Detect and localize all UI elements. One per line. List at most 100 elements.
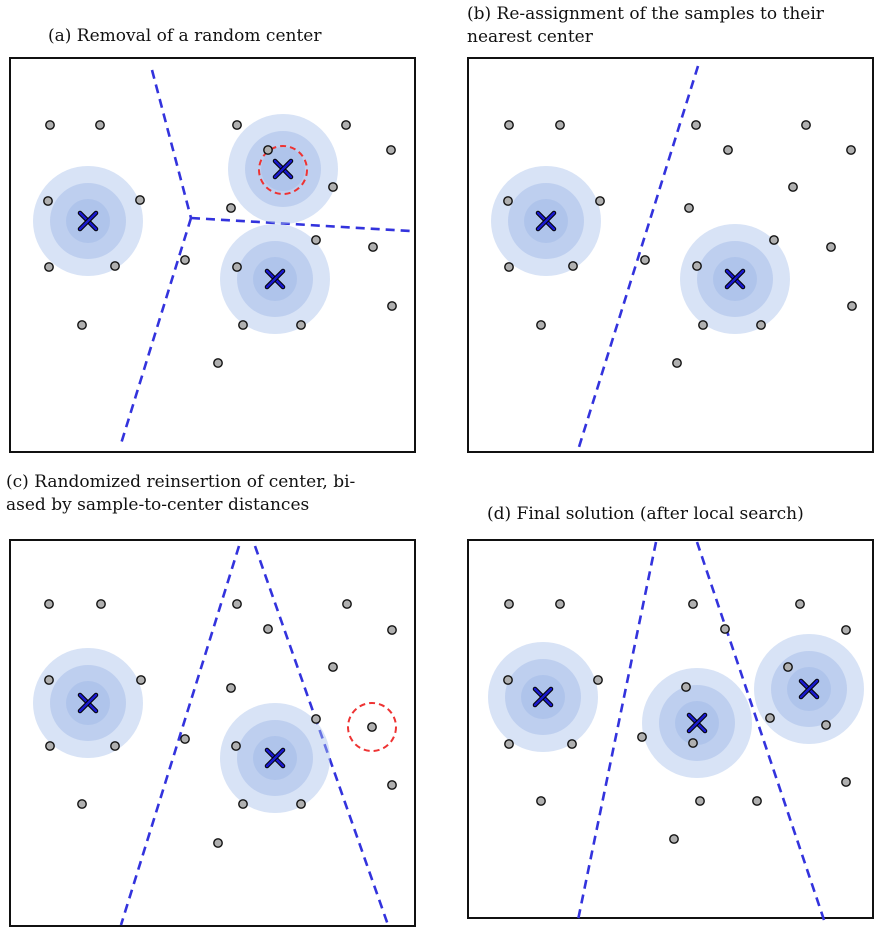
panel-a-cluster-boundary [190,216,411,233]
panel-b-sample-circle-dot-icon [672,358,682,368]
panel-b-sample-circle-dot-icon [847,301,857,311]
panel-d-sample-circle-dot-icon [695,796,705,806]
panel-b-sample-circle-dot-icon [504,262,514,272]
panel-a-sample-circle-dot-icon [180,255,190,265]
panel-a-sample-circle-dot-icon [44,262,54,272]
panel-d-sample-circle-dot-icon [783,662,793,672]
panel-c-sample-circle-dot-icon [232,599,242,609]
panel-c-sample-circle-dot-icon [45,741,55,751]
panel-a-sample-circle-dot-icon [77,320,87,330]
panel-d-cluster-boundary [576,541,658,921]
panel-d-cluster-boundary [695,541,826,921]
panel-b-sample-circle-dot-icon [826,242,836,252]
panel-b-sample-circle-dot-icon [536,320,546,330]
panel-a-sample-circle-dot-icon [341,120,351,130]
panel-c-sample-circle-dot-icon [387,780,397,790]
panel-b-sample-circle-dot-icon [568,261,578,271]
panel-a-sample-circle-dot-icon [226,203,236,213]
panel-c-sample-circle-dot-icon [44,599,54,609]
panel-b-sample-circle-dot-icon [504,120,514,130]
panel-c-caption-line-1: (c) Randomized reinsertion of center, bi… [6,472,356,492]
panel-c-sample-circle-dot-icon [110,741,120,751]
panel-c-sample-circle-dot-icon [238,799,248,809]
panel-c-caption-line-2: ased by sample-to-center distances [6,495,310,515]
panel-d-sample-circle-dot-icon [555,599,565,609]
panel-a-sample-circle-dot-icon [45,120,55,130]
panel-a-sample-circle-dot-icon [311,235,321,245]
panel-b-x-cross-icon [535,210,557,232]
panel-a-sample-circle-dot-icon [213,358,223,368]
panel-a-caption: (a) Removal of a random center [48,26,322,46]
panel-b-x-cross-icon [724,268,746,290]
panel-a-sample-circle-dot-icon [328,182,338,192]
panel-c-sample-circle-dot-icon [136,675,146,685]
panel-d-sample-circle-dot-icon [504,599,514,609]
panel-b-sample-circle-dot-icon [723,145,733,155]
panel-d-sample-circle-dot-icon [720,624,730,634]
panel-a-sample-circle-dot-icon [263,145,273,155]
panel-d-sample-circle-dot-icon [841,777,851,787]
panel-c-sample-circle-dot-icon [367,722,377,732]
panel-b-cluster-boundary [577,65,700,448]
panel-c-sample-circle-dot-icon [296,799,306,809]
panel-c-cluster-boundary [253,545,390,926]
panel-b-sample-circle-dot-icon [595,196,605,206]
panel-c-cluster-boundary [119,545,241,926]
panel-c-sample-circle-dot-icon [226,683,236,693]
panel-b-sample-circle-dot-icon [756,320,766,330]
panel-b-sample-circle-dot-icon [788,182,798,192]
panel-c-sample-circle-dot-icon [180,734,190,744]
panel-a-removed-center-dashed-circle-icon [258,145,308,195]
panel-d-x-cross-icon [532,686,554,708]
panel-b-caption-line-2: nearest center [467,27,593,47]
panel-b-sample-circle-dot-icon [503,196,513,206]
panel-b-sample-circle-dot-icon [698,320,708,330]
panel-a-sample-circle-dot-icon [110,261,120,271]
panel-a-sample-circle-dot-icon [387,301,397,311]
panel-d-sample-circle-dot-icon [637,732,647,742]
panel-d-x-cross-icon [798,678,820,700]
panel-c-sample-circle-dot-icon [231,741,241,751]
panel-c-sample-circle-dot-icon [96,599,106,609]
panel-a-sample-circle-dot-icon [43,196,53,206]
panel-d-sample-circle-dot-icon [765,713,775,723]
panel-d-sample-circle-dot-icon [795,599,805,609]
panel-b-sample-circle-dot-icon [684,203,694,213]
panel-c-sample-circle-dot-icon [77,799,87,809]
panel-a-cluster-boundary [118,217,193,448]
panel-b-sample-circle-dot-icon [769,235,779,245]
panel-c-sample-circle-dot-icon [311,714,321,724]
panel-c-x-cross-icon [264,747,286,769]
panel-a-x-cross-icon [264,268,286,290]
panel-c-sample-circle-dot-icon [213,838,223,848]
panel-a-sample-circle-dot-icon [135,195,145,205]
panel-c-sample-circle-dot-icon [387,625,397,635]
panel-d-sample-circle-dot-icon [567,739,577,749]
panel-c-sample-circle-dot-icon [342,599,352,609]
panel-d-sample-circle-dot-icon [688,599,698,609]
panel-a-x-cross-icon [77,210,99,232]
panel-d-caption: (d) Final solution (after local search) [487,504,804,524]
panel-d-x-cross-icon [686,712,708,734]
panel-b-sample-circle-dot-icon [692,261,702,271]
panel-b-sample-circle-dot-icon [555,120,565,130]
panel-a-sample-circle-dot-icon [386,145,396,155]
panel-d-sample-circle-dot-icon [688,738,698,748]
panel-d-sample-circle-dot-icon [669,834,679,844]
panel-c-sample-circle-dot-icon [328,662,338,672]
panel-b-caption-line-1: (b) Re-assignment of the samples to thei… [467,4,824,24]
panel-c-x-cross-icon [77,692,99,714]
panel-a-sample-circle-dot-icon [368,242,378,252]
panel-a-x-cross-icon [272,158,294,180]
panel-a-sample-circle-dot-icon [238,320,248,330]
panel-d-sample-circle-dot-icon [681,682,691,692]
panel-d-sample-circle-dot-icon [536,796,546,806]
panel-d-sample-circle-dot-icon [503,675,513,685]
panel-a-sample-circle-dot-icon [95,120,105,130]
panel-d-sample-circle-dot-icon [593,675,603,685]
panel-c-sample-circle-dot-icon [44,675,54,685]
panel-b-caption: (b) Re-assignment of the samples to thei… [467,3,879,49]
panel-d-sample-circle-dot-icon [841,625,851,635]
panel-a-sample-circle-dot-icon [232,120,242,130]
